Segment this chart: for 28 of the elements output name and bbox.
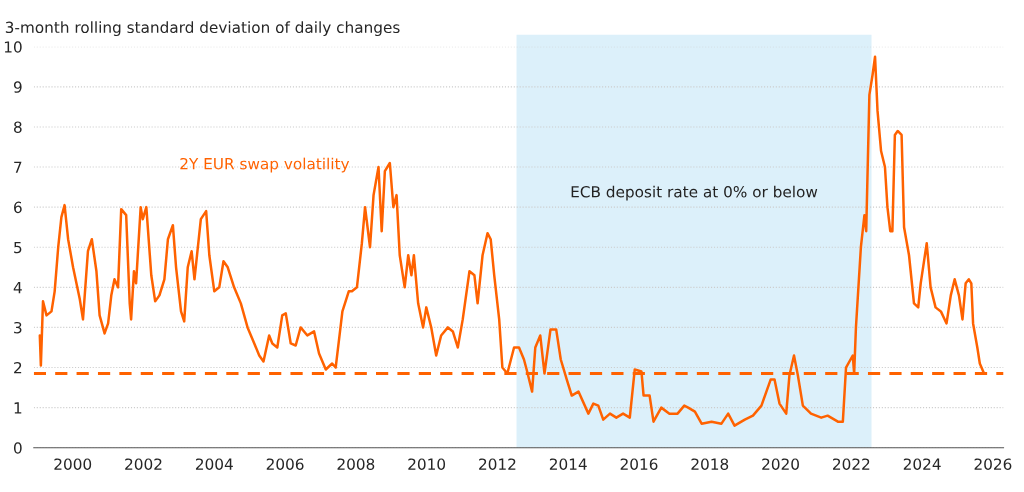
- y-tick-label: 6: [14, 201, 22, 214]
- x-tick-label: 2024: [903, 458, 941, 470]
- x-tick-label: 2006: [266, 458, 304, 470]
- series-label: 2Y EUR swap volatility: [180, 157, 350, 173]
- y-tick-label: 2: [14, 361, 22, 374]
- x-tick-label: 2012: [479, 458, 516, 470]
- y-tick-label: 9: [13, 81, 22, 93]
- x-tick-label: 2008: [337, 458, 375, 470]
- x-tick-label: 2014: [549, 458, 587, 470]
- y-tick-label: 5: [14, 241, 22, 254]
- x-tick-label: 2022: [833, 458, 870, 470]
- y-tick-label: 3: [14, 321, 22, 334]
- x-tick-label: 2016: [620, 458, 658, 470]
- x-tick-label: 2002: [125, 458, 162, 470]
- x-tick-label: 2020: [762, 458, 799, 470]
- y-tick-label: 1: [14, 402, 22, 414]
- x-tick-label: 2018: [691, 458, 729, 470]
- x-tick-label: 2010: [408, 458, 446, 470]
- x-tick-label: 2026: [974, 458, 1012, 470]
- x-tick-label: 2000: [54, 458, 92, 470]
- band-label: ECB deposit rate at 0% or below: [571, 185, 818, 201]
- x-tick-label: 2004: [195, 458, 233, 470]
- y-tick-label: 4: [13, 281, 22, 294]
- y-tick-label: 7: [14, 161, 22, 173]
- y-tick-label: 0: [13, 442, 22, 454]
- y-tick-label: 10: [4, 41, 22, 53]
- y-tick-label: 8: [14, 121, 22, 133]
- chart-title: 3-month rolling standard deviation of daily changes: [5, 21, 400, 37]
